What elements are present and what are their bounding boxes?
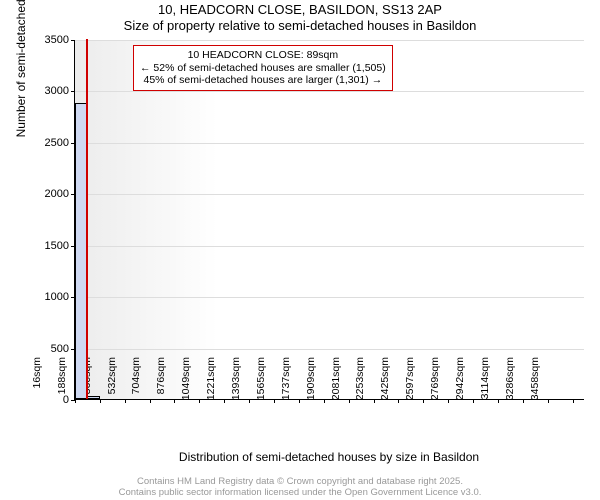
gridline-h bbox=[75, 143, 584, 144]
footer: Contains HM Land Registry data © Crown c… bbox=[0, 476, 600, 498]
xtick-mark bbox=[224, 399, 225, 403]
gridline-h bbox=[75, 246, 584, 247]
subject-marker-line bbox=[86, 39, 88, 399]
xtick-mark bbox=[100, 399, 101, 403]
annotation-line: 45% of semi-detached houses are larger (… bbox=[140, 74, 386, 87]
ytick-label: 3500 bbox=[45, 34, 69, 46]
chart-title-line1: 10, HEADCORN CLOSE, BASILDON, SS13 2AP bbox=[0, 2, 600, 18]
plot-outer: 050010001500200025003000350016sqm188sqm3… bbox=[74, 40, 584, 400]
xtick-label: 1737sqm bbox=[280, 357, 292, 405]
page-root: 10, HEADCORN CLOSE, BASILDON, SS13 2AP S… bbox=[0, 0, 600, 500]
ytick-mark bbox=[71, 40, 75, 41]
chart-title-block: 10, HEADCORN CLOSE, BASILDON, SS13 2AP S… bbox=[0, 2, 600, 34]
xtick-label: 16sqm bbox=[31, 357, 43, 405]
annotation-box: 10 HEADCORN CLOSE: 89sqm← 52% of semi-de… bbox=[133, 45, 393, 91]
ytick-label: 3000 bbox=[45, 85, 69, 97]
ytick-label: 2500 bbox=[45, 137, 69, 149]
ytick-label: 1500 bbox=[45, 240, 69, 252]
x-axis-title: Distribution of semi-detached houses by … bbox=[74, 450, 584, 464]
annotation-line: ← 52% of semi-detached houses are smalle… bbox=[140, 62, 386, 75]
y-axis-title: Number of semi-detached properties bbox=[14, 0, 28, 220]
xtick-mark bbox=[199, 399, 200, 403]
xtick-label: 1221sqm bbox=[205, 357, 217, 405]
xtick-label: 876sqm bbox=[155, 357, 167, 405]
glass-overlay bbox=[75, 40, 584, 399]
xtick-label: 704sqm bbox=[130, 357, 142, 405]
xtick-mark bbox=[473, 399, 474, 403]
xtick-label: 188sqm bbox=[56, 357, 68, 405]
xtick-mark bbox=[548, 399, 549, 403]
xtick-label: 3114sqm bbox=[479, 357, 491, 405]
xtick-mark bbox=[423, 399, 424, 403]
gridline-h bbox=[75, 91, 584, 92]
annotation-line: 10 HEADCORN CLOSE: 89sqm bbox=[140, 49, 386, 62]
gridline-h bbox=[75, 349, 584, 350]
xtick-mark bbox=[349, 399, 350, 403]
plot-area: 050010001500200025003000350016sqm188sqm3… bbox=[74, 40, 584, 400]
xtick-mark bbox=[150, 399, 151, 403]
xtick-mark bbox=[299, 399, 300, 403]
ytick-label: 2000 bbox=[45, 188, 69, 200]
xtick-mark bbox=[174, 399, 175, 403]
xtick-label: 2081sqm bbox=[330, 357, 342, 405]
xtick-mark bbox=[523, 399, 524, 403]
gridline-h bbox=[75, 194, 584, 195]
xtick-label: 1565sqm bbox=[255, 357, 267, 405]
xtick-label: 3286sqm bbox=[504, 357, 516, 405]
xtick-label: 532sqm bbox=[106, 357, 118, 405]
chart-title-line2: Size of property relative to semi-detach… bbox=[0, 18, 600, 34]
footer-line2: Contains public sector information licen… bbox=[0, 487, 600, 498]
xtick-mark bbox=[398, 399, 399, 403]
xtick-mark bbox=[125, 399, 126, 403]
xtick-mark bbox=[249, 399, 250, 403]
xtick-mark bbox=[448, 399, 449, 403]
ytick-mark bbox=[71, 91, 75, 92]
xtick-label: 2769sqm bbox=[429, 357, 441, 405]
gridline-h bbox=[75, 40, 584, 41]
ytick-label: 500 bbox=[51, 343, 69, 355]
xtick-label: 1909sqm bbox=[305, 357, 317, 405]
xtick-mark bbox=[573, 399, 574, 403]
ytick-label: 1000 bbox=[45, 291, 69, 303]
xtick-label: 2597sqm bbox=[404, 357, 416, 405]
xtick-label: 2942sqm bbox=[454, 357, 466, 405]
xtick-mark bbox=[374, 399, 375, 403]
xtick-mark bbox=[324, 399, 325, 403]
xtick-label: 2253sqm bbox=[354, 357, 366, 405]
xtick-label: 2425sqm bbox=[379, 357, 391, 405]
histogram-bar bbox=[87, 396, 99, 399]
xtick-mark bbox=[498, 399, 499, 403]
xtick-label: 1393sqm bbox=[230, 357, 242, 405]
xtick-mark bbox=[274, 399, 275, 403]
footer-line1: Contains HM Land Registry data © Crown c… bbox=[0, 476, 600, 487]
xtick-label: 1049sqm bbox=[180, 357, 192, 405]
xtick-mark bbox=[75, 399, 76, 403]
xtick-label: 3458sqm bbox=[529, 357, 541, 405]
gridline-h bbox=[75, 297, 584, 298]
